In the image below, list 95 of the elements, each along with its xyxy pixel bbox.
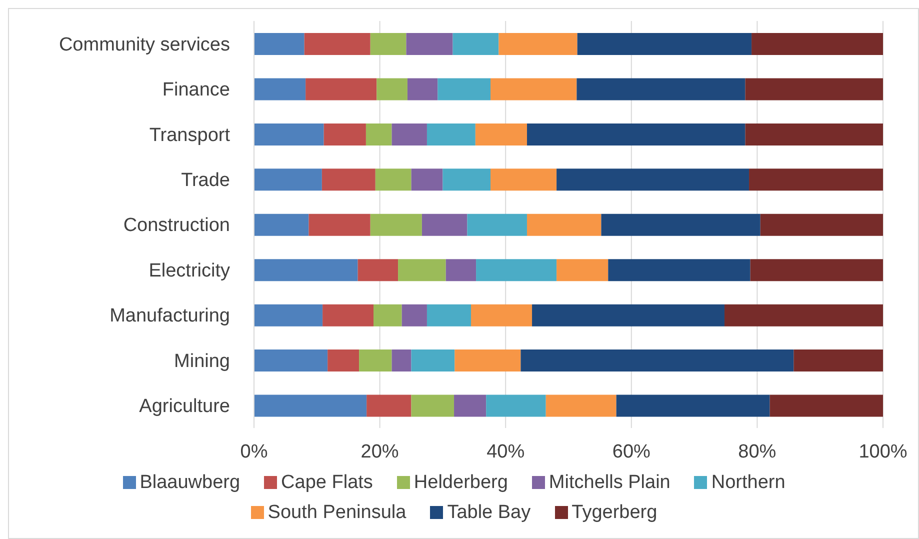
bar <box>254 259 358 282</box>
bar <box>745 78 883 100</box>
bar <box>254 350 328 372</box>
bar <box>254 33 304 55</box>
bar <box>370 214 422 236</box>
legend-label: Northern <box>711 472 786 493</box>
bar <box>532 304 724 326</box>
bar <box>794 350 883 372</box>
bar <box>770 394 883 417</box>
bar <box>486 394 546 417</box>
y-tick-label: Agriculture <box>139 396 230 418</box>
y-tick-label: Trade <box>181 170 230 192</box>
bar <box>304 33 370 55</box>
bar <box>750 259 883 282</box>
bar <box>426 123 476 146</box>
bar <box>406 33 453 55</box>
bar <box>366 123 392 146</box>
bar <box>452 33 499 55</box>
bar <box>426 304 472 326</box>
bar <box>749 168 883 191</box>
bar <box>411 350 455 372</box>
bar <box>442 168 491 191</box>
bar <box>358 259 398 282</box>
bar <box>375 168 412 191</box>
bar <box>724 304 883 326</box>
x-tick-label: 40% <box>486 441 525 462</box>
y-tick-label: Mining <box>174 350 230 372</box>
legend-label: Tygerberg <box>572 502 658 523</box>
bar <box>556 168 750 191</box>
y-tick-label: Manufacturing <box>110 306 230 327</box>
bar <box>324 123 366 146</box>
bar <box>490 78 577 100</box>
x-tick-label: 60% <box>612 441 651 462</box>
bar <box>467 214 527 236</box>
y-tick-label: Community services <box>58 34 230 56</box>
bar <box>328 350 360 372</box>
bar <box>601 214 760 236</box>
bar <box>308 214 370 236</box>
y-tick-label: Electricity <box>148 260 230 282</box>
bar <box>446 259 476 282</box>
bar <box>476 259 557 282</box>
bar <box>402 304 427 326</box>
bar <box>454 350 521 372</box>
bar <box>359 350 392 372</box>
bar <box>254 304 323 326</box>
bar <box>422 214 468 236</box>
bar <box>520 350 794 372</box>
x-tick-label: 20% <box>360 441 399 462</box>
x-tick-label: 0% <box>240 441 268 462</box>
bar <box>752 33 883 55</box>
bar <box>745 123 883 146</box>
bar <box>608 259 750 282</box>
bar <box>392 123 427 146</box>
bar <box>366 394 412 417</box>
legend-label: Blaauwberg <box>140 472 240 493</box>
bar <box>760 214 883 236</box>
bar <box>392 350 412 372</box>
bar <box>411 394 454 417</box>
bar <box>454 394 486 417</box>
bar <box>376 78 408 100</box>
bar <box>411 168 443 191</box>
legend-label: South Peninsula <box>268 502 406 523</box>
bar <box>254 78 306 100</box>
bar <box>526 214 602 236</box>
bar <box>398 259 446 282</box>
x-tick-label: 80% <box>738 441 776 462</box>
x-tick-label: 100% <box>858 441 908 462</box>
bar <box>254 214 309 236</box>
y-tick-label: Construction <box>123 215 230 236</box>
bar <box>471 304 532 326</box>
bar <box>475 123 527 146</box>
bar <box>526 123 746 146</box>
bar <box>490 168 557 191</box>
bar <box>306 78 377 100</box>
bar <box>616 394 770 417</box>
y-tick-label: Transport <box>149 124 231 146</box>
bar <box>556 259 608 282</box>
bar <box>322 168 376 191</box>
bar <box>498 33 578 55</box>
bar <box>370 33 406 55</box>
bar <box>254 394 367 417</box>
bar <box>546 394 616 417</box>
bar <box>576 78 746 100</box>
legend-label: Helderberg <box>414 472 508 493</box>
bar <box>254 123 324 146</box>
bar <box>322 304 374 326</box>
legend-label: Cape Flats <box>281 472 373 493</box>
bar <box>438 78 491 100</box>
legend-label: Table Bay <box>447 502 531 523</box>
bar <box>577 33 752 55</box>
bar <box>407 78 438 100</box>
legend-label: Mitchells Plain <box>548 472 670 493</box>
bar <box>254 168 322 191</box>
y-tick-label: Finance <box>162 80 230 101</box>
bar <box>374 304 402 326</box>
